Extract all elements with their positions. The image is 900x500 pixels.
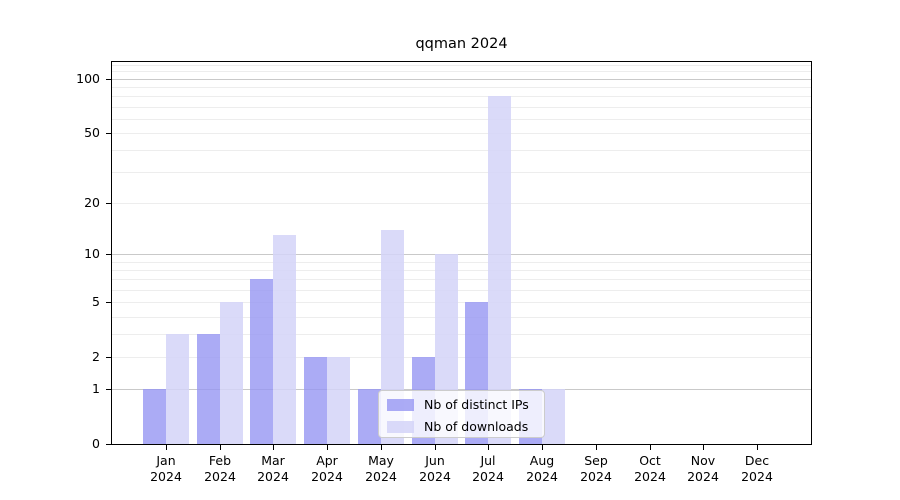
xtick-label-jul: Jul 2024 <box>472 453 504 484</box>
legend-entry-distinct-ips: Nb of distinct IPs <box>379 394 544 416</box>
ytick-label-10: 10 <box>84 246 100 261</box>
gridline-7 <box>112 279 811 280</box>
xtick-label-dec: Dec 2024 <box>741 453 773 484</box>
bar-ips-may <box>358 389 381 444</box>
legend-swatch-distinct-ips <box>387 399 414 411</box>
bar-downloads-feb <box>220 302 243 444</box>
ytick-label-0: 0 <box>92 436 100 451</box>
bar-ips-feb <box>197 334 220 444</box>
gridline-120 <box>112 65 811 66</box>
xtick-mark-mar <box>273 445 274 450</box>
xtick-label-jan: Jan 2024 <box>150 453 182 484</box>
bar-downloads-aug <box>542 389 565 444</box>
gridline-8 <box>112 270 811 271</box>
gridline-60 <box>112 119 811 120</box>
bar-ips-mar <box>250 279 273 444</box>
xtick-mark-nov <box>703 445 704 450</box>
ytick-mark-2 <box>106 357 112 358</box>
ytick-mark-50 <box>106 133 112 134</box>
xtick-mark-aug <box>542 445 543 450</box>
ytick-mark-100 <box>106 79 112 80</box>
gridline-10 <box>112 254 811 255</box>
gridline-20 <box>112 203 811 204</box>
ytick-mark-0 <box>106 444 112 445</box>
gridline-6 <box>112 290 811 291</box>
xtick-label-aug: Aug 2024 <box>526 453 558 484</box>
xtick-label-sep: Sep 2024 <box>580 453 612 484</box>
xtick-label-nov: Nov 2024 <box>687 453 719 484</box>
bar-ips-apr <box>304 357 327 444</box>
chart-title: qqman 2024 <box>415 36 508 52</box>
gridline-2 <box>112 357 811 358</box>
ytick-label-20: 20 <box>84 195 100 210</box>
xtick-label-may: May 2024 <box>365 453 397 484</box>
legend: Nb of distinct IPs Nb of downloads <box>378 390 545 438</box>
gridline-5 <box>112 302 811 303</box>
bar-downloads-mar <box>273 235 296 444</box>
bar-downloads-jul <box>488 96 511 444</box>
ytick-mark-5 <box>106 302 112 303</box>
xtick-mark-jun <box>435 445 436 450</box>
ytick-mark-1 <box>106 389 112 390</box>
xtick-label-apr: Apr 2024 <box>311 453 343 484</box>
ytick-label-100: 100 <box>76 71 100 86</box>
xtick-label-jun: Jun 2024 <box>419 453 451 484</box>
gridline-9 <box>112 262 811 263</box>
bar-downloads-apr <box>327 357 350 444</box>
ytick-label-2: 2 <box>92 349 100 364</box>
xtick-label-mar: Mar 2024 <box>257 453 289 484</box>
legend-label-downloads: Nb of downloads <box>424 419 529 434</box>
gridline-1 <box>112 389 811 390</box>
ytick-mark-10 <box>106 254 112 255</box>
gridline-30 <box>112 172 811 173</box>
xtick-label-oct: Oct 2024 <box>634 453 666 484</box>
legend-label-distinct-ips: Nb of distinct IPs <box>424 397 529 412</box>
gridline-50 <box>112 133 811 134</box>
gridline-4 <box>112 317 811 318</box>
gridline-110 <box>112 71 811 72</box>
ytick-label-1: 1 <box>92 381 100 396</box>
gridline-90 <box>112 87 811 88</box>
legend-swatch-downloads <box>387 421 414 433</box>
xtick-mark-apr <box>327 445 328 450</box>
xtick-mark-sep <box>596 445 597 450</box>
gridline-100 <box>112 79 811 80</box>
xtick-mark-jul <box>488 445 489 450</box>
xtick-mark-jan <box>166 445 167 450</box>
gridline-40 <box>112 150 811 151</box>
xtick-mark-dec <box>757 445 758 450</box>
gridline-80 <box>112 96 811 97</box>
gridline-70 <box>112 107 811 108</box>
xtick-mark-may <box>381 445 382 450</box>
bar-downloads-jan <box>166 334 189 444</box>
xtick-mark-feb <box>220 445 221 450</box>
ytick-label-5: 5 <box>92 294 100 309</box>
ytick-label-50: 50 <box>84 125 100 140</box>
legend-entry-downloads: Nb of downloads <box>379 416 544 438</box>
xtick-label-feb: Feb 2024 <box>204 453 236 484</box>
gridline-3 <box>112 334 811 335</box>
xtick-mark-oct <box>650 445 651 450</box>
bar-ips-jan <box>143 389 166 444</box>
ytick-mark-20 <box>106 203 112 204</box>
